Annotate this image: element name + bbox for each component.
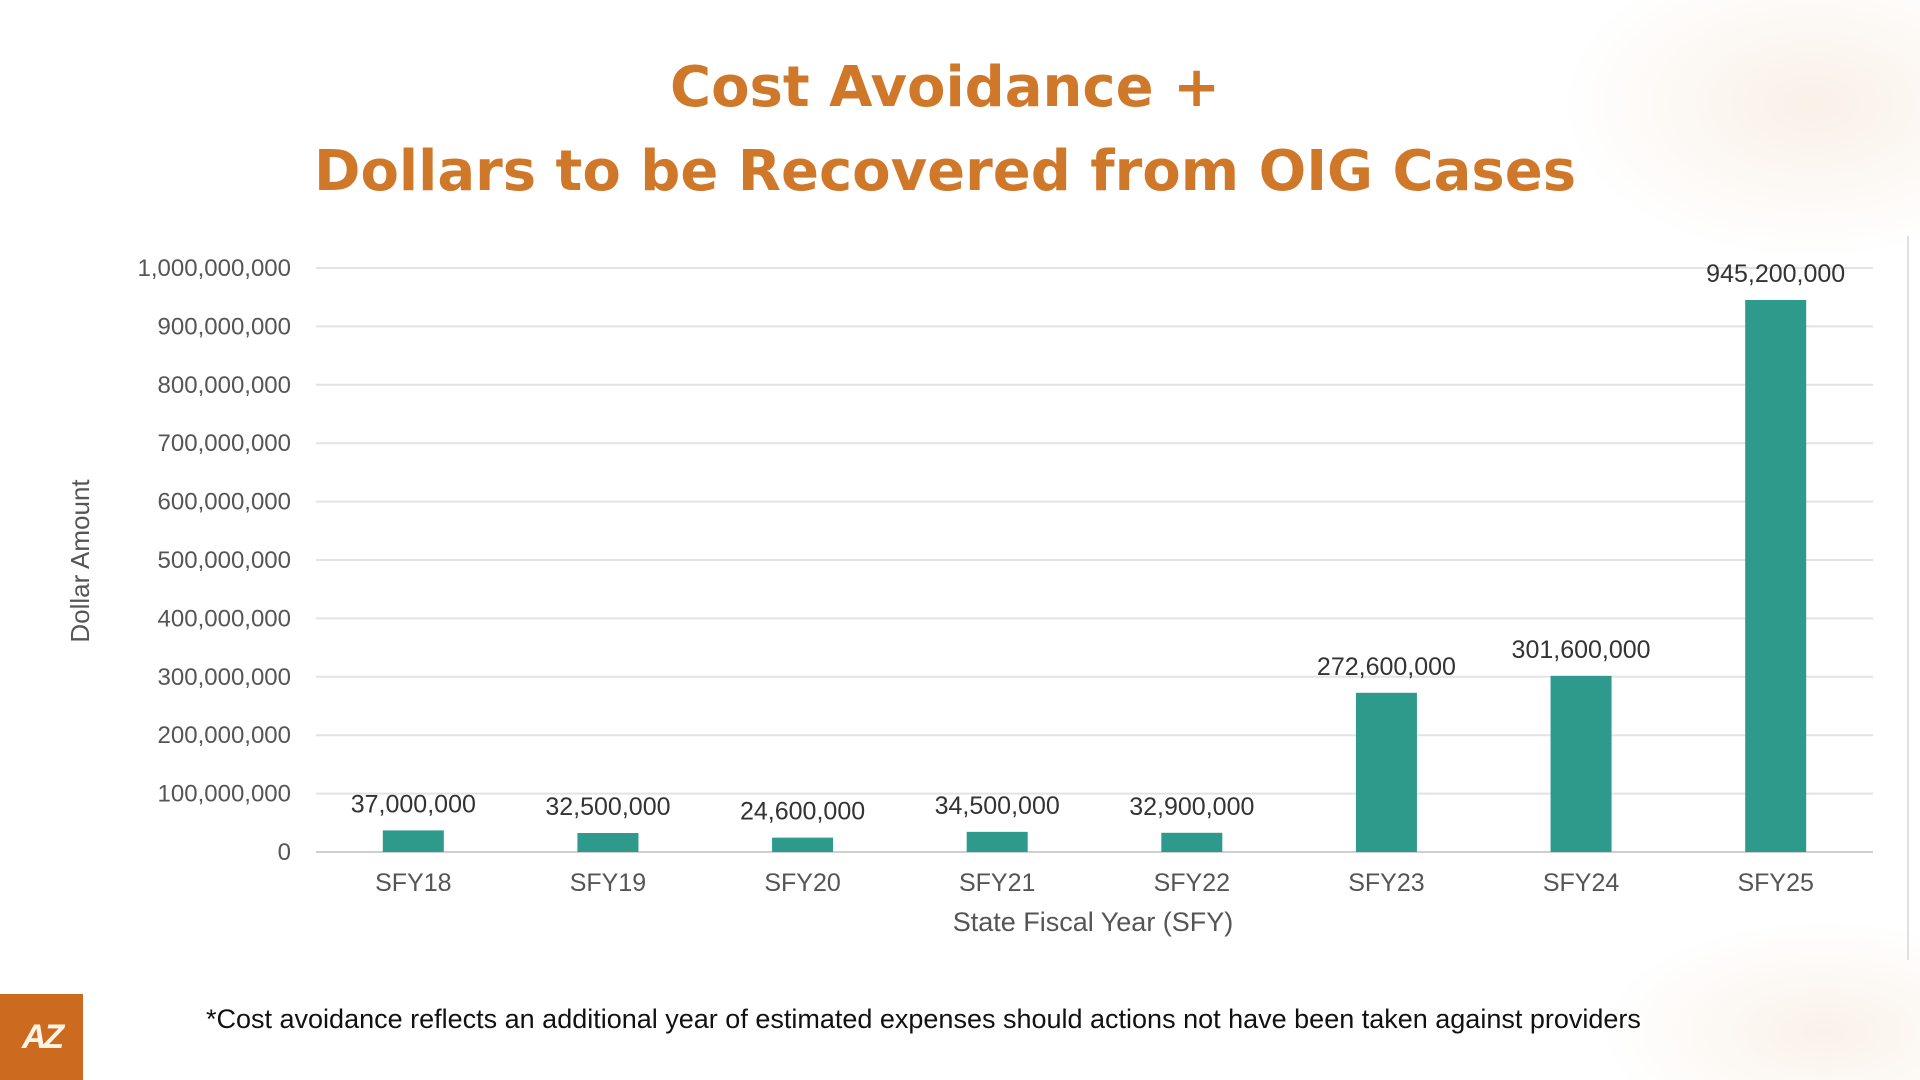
decorative-pattern-bottom [1600, 920, 1920, 1080]
y-tick-label: 300,000,000 [158, 664, 291, 691]
bar-sfy21 [966, 831, 1028, 852]
bar-sfy25 [1745, 300, 1807, 853]
bar-sfy19 [577, 833, 639, 852]
y-tick-label: 0 [278, 839, 291, 866]
chart-title-line2: Dollars to be Recovered from OIG Cases [313, 139, 1577, 204]
y-tick-label: 900,000,000 [158, 313, 291, 340]
data-label: 32,500,000 [545, 793, 670, 821]
x-tick-label: SFY23 [1348, 869, 1424, 897]
x-tick-label: SFY25 [1737, 869, 1813, 897]
y-tick-label: 100,000,000 [158, 781, 291, 808]
y-tick-label: 800,000,000 [158, 372, 291, 399]
y-tick-label: 500,000,000 [158, 547, 291, 574]
bar-sfy22 [1161, 832, 1223, 852]
y-tick-label: 600,000,000 [158, 489, 291, 516]
bar-sfy18 [382, 830, 444, 852]
data-label: 272,600,000 [1317, 653, 1456, 681]
x-tick-label: SFY22 [1154, 869, 1230, 897]
y-tick-label: 200,000,000 [158, 722, 291, 749]
data-label: 301,600,000 [1512, 636, 1651, 664]
y-axis-label: Dollar Amount [65, 479, 95, 643]
bar-sfy24 [1550, 675, 1612, 852]
x-axis-label: State Fiscal Year (SFY) [953, 907, 1234, 937]
x-tick-label: SFY21 [959, 869, 1035, 897]
x-tick-label: SFY18 [375, 869, 451, 897]
decorative-pattern [1560, 0, 1920, 260]
bar-sfy20 [772, 837, 834, 852]
footnote: *Cost avoidance reflects an additional y… [206, 1004, 1641, 1034]
data-label: 945,200,000 [1706, 260, 1845, 288]
data-label: 24,600,000 [740, 798, 865, 826]
chart-title-line1: Cost Avoidance + [669, 55, 1221, 120]
y-tick-label: 1,000,000,000 [138, 255, 291, 282]
data-label: 37,000,000 [351, 790, 476, 818]
x-tick-label: SFY20 [764, 869, 840, 897]
data-label: 32,900,000 [1129, 793, 1254, 821]
az-logo: AZ [0, 994, 83, 1080]
bar-sfy23 [1355, 692, 1417, 852]
data-label: 34,500,000 [935, 792, 1060, 820]
x-tick-label: SFY24 [1543, 869, 1620, 897]
y-tick-label: 700,000,000 [158, 430, 291, 457]
x-tick-label: SFY19 [570, 869, 646, 897]
y-tick-label: 400,000,000 [158, 605, 291, 632]
